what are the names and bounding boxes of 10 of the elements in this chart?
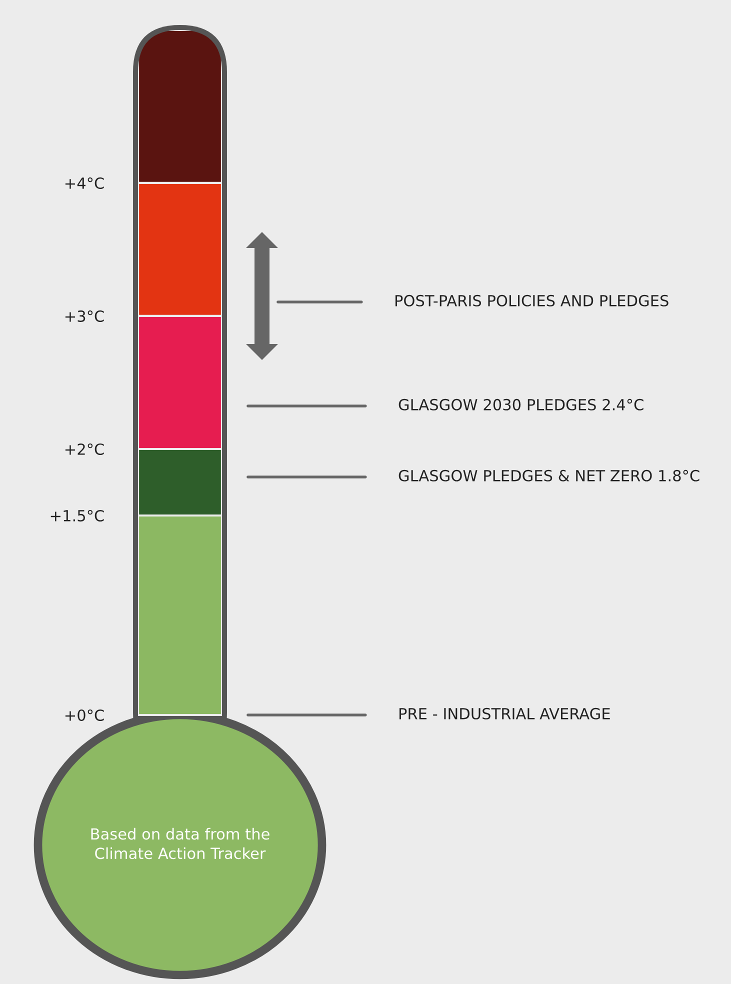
text: PRE - INDUSTRIAL AVERAGE — [400, 708, 610, 720]
text: GLASGOW PLEDGES & NET ZERO 1.8°C — [398, 470, 700, 482]
y-tick-label: +4°C — [65, 177, 104, 189]
y-tick-label: +3°C — [65, 310, 104, 322]
text: POST-PARIS POLICIES AND PLEDGES — [396, 294, 668, 306]
y-tick-label: +0°C — [65, 709, 104, 722]
text: GLASGOW 2030 PLEDGES 2.4°C — [398, 398, 644, 410]
y-tick-label: +2°C — [65, 443, 104, 455]
y-tick-label: +1.5°C — [50, 510, 104, 522]
text: Based on data from the Climate Action Tracker — [91, 828, 270, 860]
